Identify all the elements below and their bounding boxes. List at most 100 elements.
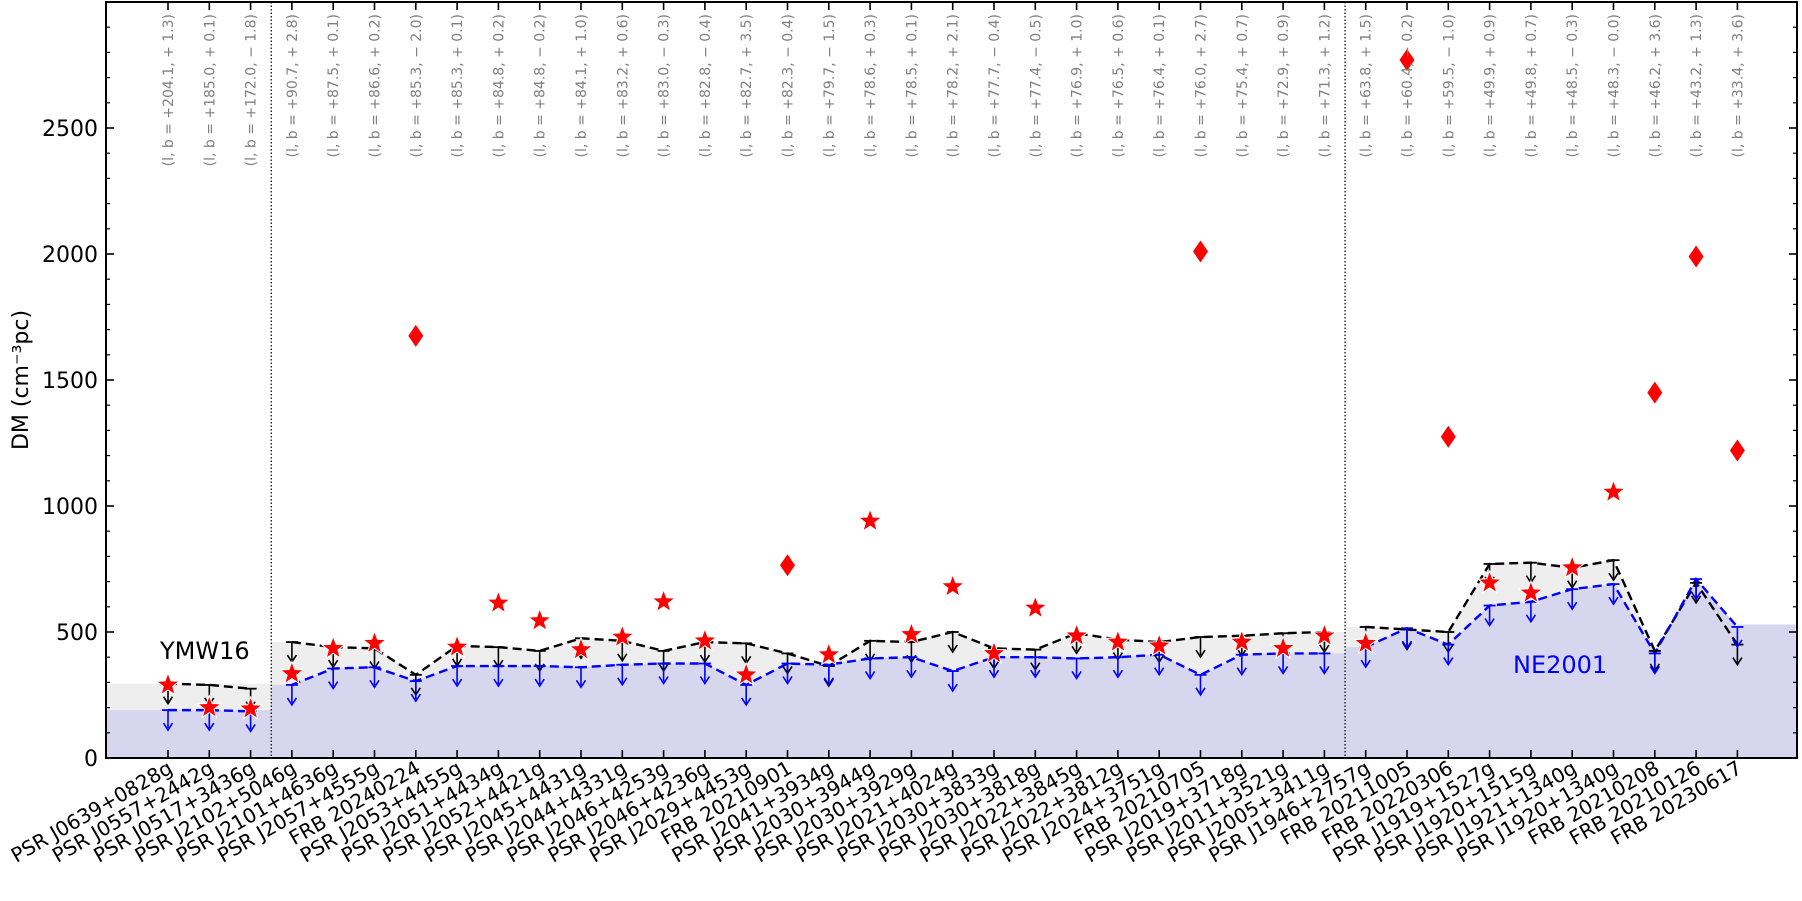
galactic-coord-label: (l, b = +85.3, − 2.0): [409, 14, 425, 157]
y-tick-label: 500: [56, 621, 98, 646]
galactic-coord-label: (l, b = +204.1, + 1.3): [161, 14, 177, 166]
galactic-coord-label: (l, b = +84.1, + 1.0): [574, 14, 590, 157]
ne2001-limit-arrowhead: [741, 697, 752, 707]
ne2001-limit-arrowhead: [1567, 601, 1578, 611]
pulsar-dm-star: [1022, 594, 1049, 619]
ne2001-limit-arrowhead: [1649, 665, 1660, 675]
ymw16-limit-arrowhead: [1319, 644, 1330, 654]
pulsar-dm-star: [898, 621, 925, 646]
ne2001-limit-arrowhead: [1732, 639, 1743, 649]
ne2001-upper-limit: [409, 680, 422, 703]
ne2001-limit-arrowhead: [410, 693, 421, 703]
galactic-coord-label: (l, b = +46.2, + 3.6): [1648, 14, 1664, 157]
ymw16-upper-limit: [1194, 636, 1207, 659]
y-tick-label: 0: [84, 747, 98, 772]
ne2001-limit-arrowhead: [1401, 640, 1413, 650]
galactic-coord-label: (l, b = +77.7, − 0.4): [987, 14, 1003, 157]
ne2001-limit-arrowhead: [782, 676, 793, 685]
ne2001-limit-arrowhead: [1277, 665, 1289, 675]
pulsar-dm-star: [816, 641, 842, 666]
ne2001-limit-arrowhead: [823, 677, 834, 687]
ne2001-upper-limit: [1029, 656, 1042, 679]
pulsar-dm-star: [857, 507, 883, 532]
galactic-coord-label: (l, b = +84.8, − 0.2): [533, 14, 549, 157]
frb-dm-diamond: [408, 324, 424, 347]
ne2001-upper-limit: [740, 684, 753, 707]
ymw16-limit-arrowhead: [1071, 645, 1082, 655]
galactic-coord-label: (l, b = +76.4, + 0.1): [1152, 14, 1168, 157]
frb-dm-diamond: [1647, 381, 1663, 404]
ne2001-limit-arrowhead: [1443, 657, 1454, 667]
ne2001-upper-limit: [1731, 626, 1744, 649]
ne2001-limit-arrowhead: [1525, 614, 1537, 624]
ne2001-upper-limit: [1111, 656, 1124, 679]
pulsar-dm-star: [650, 588, 677, 613]
pulsar-dm-star: [1600, 478, 1627, 504]
galactic-coord-label: (l, b = +49.8, + 0.7): [1524, 14, 1540, 157]
galactic-coord-label: (l, b = +48.3, − 0.0): [1607, 14, 1623, 157]
data-markers: [155, 48, 1745, 720]
galactic-coord-label: (l, b = +78.6, + 0.3): [863, 14, 879, 157]
ne2001-limit-arrowhead: [1360, 659, 1371, 669]
ne2001-upper-limit: [616, 663, 629, 687]
pulsar-dm-star: [1476, 569, 1503, 594]
galactic-coord-label: (l, b = +43.2, + 1.3): [1689, 14, 1705, 157]
ne2001-upper-limit: [781, 662, 794, 685]
ymw16-limit-arrowhead: [699, 654, 711, 664]
ymw16-limit-arrowhead: [1608, 572, 1619, 582]
ne2001-limit-arrowhead: [286, 697, 298, 707]
ne2001-upper-limit: [822, 663, 835, 687]
ne2001-region-part: [106, 710, 272, 758]
galactic-coord-label: (l, b = +76.5, + 0.6): [1111, 14, 1127, 157]
ne2001-limit-arrowhead: [1484, 618, 1495, 628]
galactic-coord-label: (l, b = +33.4, + 3.6): [1730, 14, 1746, 157]
pulsar-dm-star: [485, 589, 512, 614]
pulsar-dm-star: [692, 627, 718, 652]
ne2001-limit-arrowhead: [1071, 671, 1082, 680]
ne2001-limit-arrowhead: [699, 676, 711, 685]
ne2001-limit-arrowhead: [1319, 665, 1330, 675]
ne2001-limit-arrowhead: [328, 681, 339, 691]
ymw16-limit-arrowhead: [162, 696, 174, 706]
frb-dm-diamond: [1440, 425, 1456, 448]
ymw16-limit-arrowhead: [617, 653, 628, 663]
ne2001-upper-limit: [285, 684, 298, 707]
pulsar-dm-star: [939, 573, 966, 598]
ne2001-limit-arrowhead: [1030, 669, 1041, 679]
ne2001-limit-arrowhead: [162, 722, 174, 732]
ne2001-limit-arrowhead: [204, 722, 215, 732]
pulsar-dm-star: [1063, 622, 1090, 647]
y-tick-label: 1500: [42, 369, 98, 394]
frb-dm-diamond: [780, 554, 795, 577]
ne2001-limit-arrowhead: [988, 669, 1000, 679]
ne2001-upper-limit: [533, 665, 546, 688]
galactic-coord-labels: (l, b = +204.1, + 1.3) (l, b = +185.0, + …: [161, 14, 1746, 166]
pulsar-dm-star: [1229, 628, 1255, 653]
ne2001-upper-limit: [1566, 588, 1579, 611]
galactic-coord-label: (l, b = +84.8, + 0.2): [491, 14, 507, 157]
ne2001-limit-arrowhead: [1608, 596, 1619, 606]
pulsar-dm-star: [981, 639, 1007, 665]
ne2001-limit-arrowhead: [906, 669, 917, 679]
annotations: YMW16 NE2001: [159, 637, 1607, 679]
ne2001-limit-arrowhead: [658, 676, 669, 685]
galactic-coord-label: (l, b = +78.5, + 0.1): [904, 14, 920, 157]
galactic-coord-label: (l, b = +82.3, − 0.4): [781, 14, 797, 157]
pulsar-dm-star: [1352, 629, 1379, 655]
y-tick-label: 1000: [42, 495, 98, 520]
pulsar-dm-star: [1311, 622, 1338, 647]
frb-dm-diamond: [1193, 240, 1208, 263]
ymw16-limit-arrowhead: [1567, 580, 1578, 590]
pulsar-dm-star: [444, 633, 470, 658]
ne2001-upper-limit: [1648, 652, 1661, 675]
galactic-coord-label: (l, b = +83.2, + 0.6): [615, 14, 631, 157]
ne2001-upper-limit: [1401, 627, 1413, 650]
ne2001-upper-limit: [1524, 600, 1537, 624]
galactic-coord-label: (l, b = +71.3, + 1.2): [1317, 14, 1333, 157]
ne2001-upper-limit: [657, 662, 670, 685]
ne2001-upper-limit: [492, 665, 505, 688]
ne2001-limit-arrowhead: [617, 677, 628, 687]
ne2001-upper-limit: [368, 666, 381, 689]
ymw16-limit-arrowhead: [1690, 595, 1702, 605]
pulsar-dm-star: [279, 660, 305, 685]
